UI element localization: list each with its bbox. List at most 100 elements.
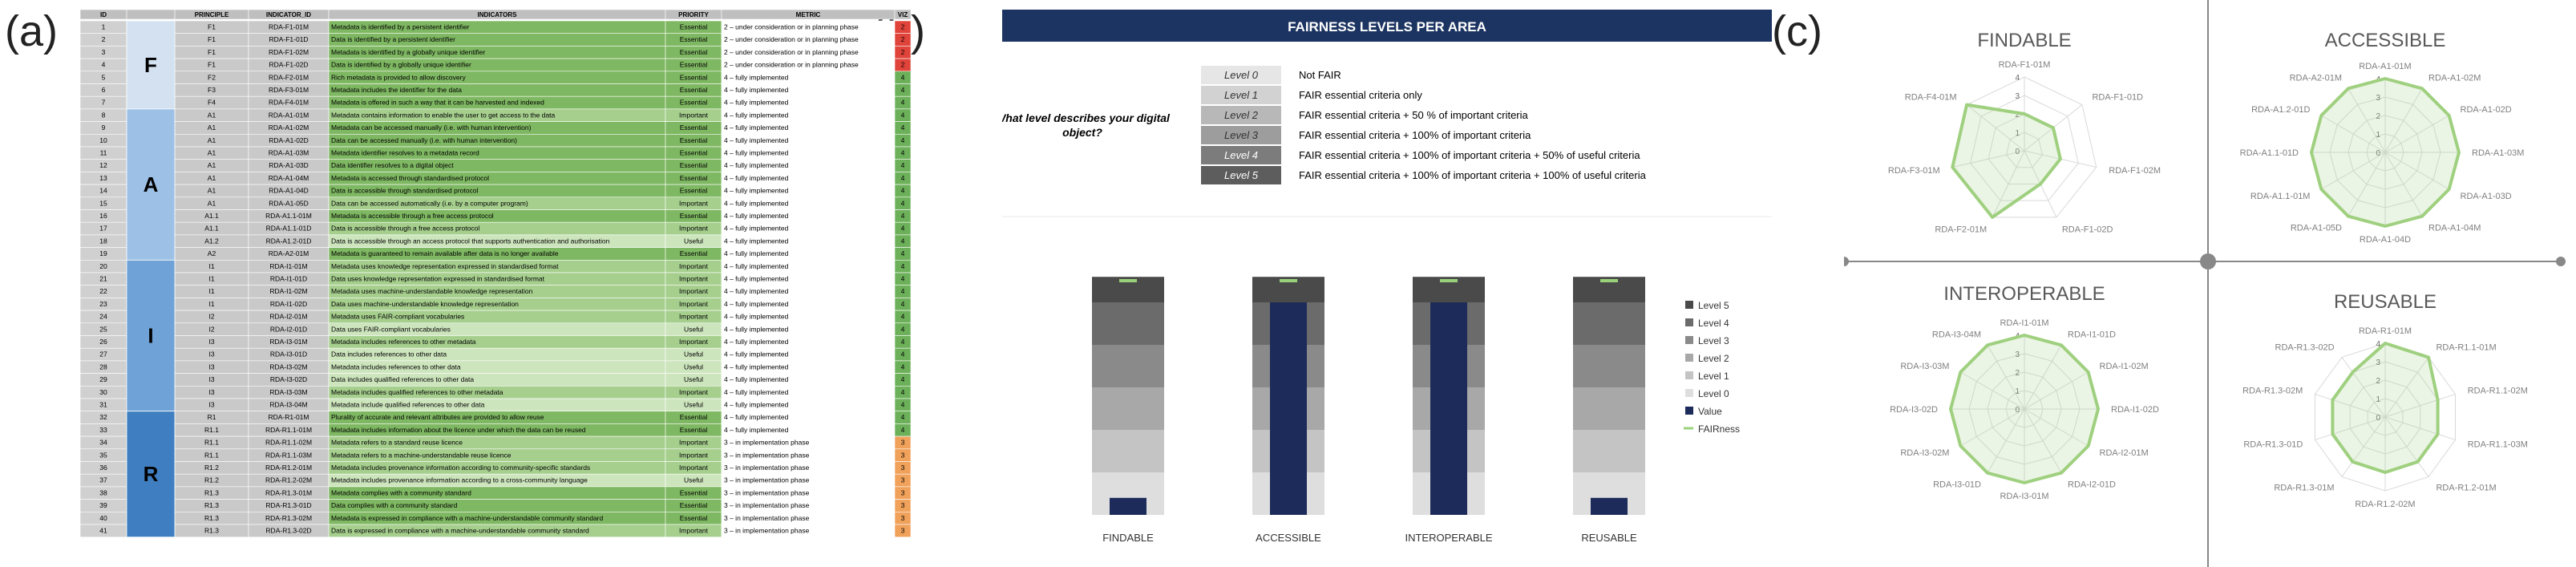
level-badge bbox=[1201, 86, 1281, 104]
table-id: 26 bbox=[99, 338, 107, 346]
level-name: Level 3 bbox=[1224, 129, 1259, 141]
radar-axis-label: RDA-F1-01D bbox=[2092, 93, 2143, 103]
table-cell-text: A1 bbox=[208, 136, 216, 144]
table-id: 23 bbox=[99, 300, 107, 308]
table-cell-text: RDA-I2-01M bbox=[269, 313, 307, 321]
table-viz-value: 4 bbox=[901, 199, 905, 207]
table-cell-text: Essential bbox=[680, 136, 708, 144]
table-cell-text: I3 bbox=[208, 362, 214, 371]
level-name: Level 0 bbox=[1224, 69, 1259, 81]
table-cell-text: 3 – in implementation phase bbox=[724, 488, 810, 496]
table-cell-text: Metadata is accessible through a free ac… bbox=[331, 212, 494, 220]
table-viz-value: 2 bbox=[901, 35, 905, 43]
table-cell-text: 4 – fully implemented bbox=[724, 325, 789, 333]
radar-grid-ring bbox=[2006, 132, 2043, 168]
radar-axis-label: RDA-R1-01M bbox=[2359, 326, 2412, 336]
level-badge bbox=[1201, 146, 1281, 164]
table-cell-text: 4 – fully implemented bbox=[724, 262, 789, 270]
legend-swatch bbox=[1685, 301, 1693, 309]
radar-spoke bbox=[1987, 408, 2025, 473]
table-cell-text: A1 bbox=[208, 187, 216, 195]
table-cell-text: R1.3 bbox=[204, 527, 219, 535]
table-cell-text: 4 – fully implemented bbox=[724, 161, 789, 169]
table-cell-text: 4 – fully implemented bbox=[724, 111, 789, 119]
table-cell-text: Important bbox=[679, 451, 709, 459]
table-cell-text: 4 – fully implemented bbox=[724, 187, 789, 195]
table-id: 17 bbox=[99, 225, 107, 233]
table-viz-value: 4 bbox=[901, 388, 905, 396]
level-band bbox=[1092, 302, 1164, 345]
table-cell-text: RDA-I3-04M bbox=[269, 401, 307, 409]
table-cell-text: F1 bbox=[208, 35, 216, 43]
table-viz-value: 4 bbox=[901, 362, 905, 371]
legend-label: Level 0 bbox=[1698, 388, 1729, 399]
table-cell-text: I1 bbox=[208, 275, 214, 283]
table-cell-text: RDA-R1.1-03M bbox=[265, 451, 312, 459]
table-cell-text: Data is identified by a persistent ident… bbox=[331, 35, 455, 43]
table-cell-text: Metadata can be accessed manually (i.e. … bbox=[331, 124, 532, 132]
table-viz-value: 3 bbox=[901, 464, 905, 472]
radar-tick-label: 0 bbox=[2015, 148, 2020, 156]
table-cell-text: Data is identified by a globally unique … bbox=[331, 61, 471, 69]
table-cell-text: RDA-I3-03M bbox=[269, 388, 307, 396]
table-group-letter: R bbox=[144, 462, 159, 486]
table-cell-text: RDA-A1-01M bbox=[269, 111, 309, 119]
table-cell-text: Important bbox=[679, 527, 709, 535]
radar-axis-label: RDA-F4-01M bbox=[1905, 93, 1957, 103]
table-cell-text: RDA-A1-03D bbox=[269, 161, 309, 169]
table-cell-text: RDA-R1-01M bbox=[268, 413, 309, 421]
table-cell-text: Metadata complies with a community stand… bbox=[331, 488, 471, 496]
table-cell-text: Important bbox=[679, 388, 709, 396]
table-cell-text: Metadata includes qualified references t… bbox=[331, 388, 503, 396]
table-cell-text: 4 – fully implemented bbox=[724, 199, 789, 207]
table-id: 31 bbox=[99, 401, 107, 409]
table-viz-value: 4 bbox=[901, 187, 905, 195]
table-cell-text: Metadata is accessed through standardise… bbox=[331, 174, 489, 182]
table-cell-text: Essential bbox=[680, 426, 708, 434]
table-viz-value: 4 bbox=[901, 86, 905, 94]
level-badge bbox=[1201, 66, 1281, 84]
table-cell-text: Metadata uses FAIR-compliant vocabularie… bbox=[331, 313, 464, 321]
radar-axis-label: RDA-I1-02M bbox=[2100, 362, 2149, 371]
table-viz-value: 4 bbox=[901, 350, 905, 358]
table-id: 20 bbox=[99, 262, 107, 270]
table-cell-text: 4 – fully implemented bbox=[724, 136, 789, 144]
radar-title: INTEROPERABLE bbox=[1943, 283, 2105, 305]
table-cell-text: Essential bbox=[680, 514, 708, 522]
table-id: 25 bbox=[99, 325, 107, 333]
table-cell-text: 3 – in implementation phase bbox=[724, 501, 810, 509]
table-cell-text: Useful bbox=[684, 476, 703, 484]
table-viz-value: 4 bbox=[901, 124, 905, 132]
radar-axis-label: RDA-F1-02D bbox=[2062, 225, 2113, 234]
table-cell-text: I2 bbox=[208, 325, 214, 333]
table-cell-text: R1.3 bbox=[204, 488, 219, 496]
table-cell-text: Useful bbox=[684, 401, 703, 409]
table-cell-text: I1 bbox=[208, 287, 214, 295]
table-id: 33 bbox=[99, 426, 107, 434]
table-cell-text: A1 bbox=[208, 124, 216, 132]
table-cell-text: Metadata is offered in such a way that i… bbox=[331, 99, 544, 107]
category-label: INTEROPERABLE bbox=[1405, 532, 1492, 544]
radar-axis-label: RDA-I3-02D bbox=[1890, 405, 1938, 415]
table-id: 39 bbox=[99, 501, 107, 509]
table-cell-text: Data includes qualified references to ot… bbox=[331, 375, 474, 383]
table-cell-text: Metadata includes provenance information… bbox=[331, 464, 590, 472]
table-id: 27 bbox=[99, 350, 107, 358]
radar-axis-label: RDA-A1-02D bbox=[2461, 105, 2512, 115]
table-cell-text: Metadata includes references to other me… bbox=[331, 338, 476, 346]
axis-end-dot bbox=[2556, 257, 2566, 266]
table-cell-text: 4 – fully implemented bbox=[724, 212, 789, 220]
table-cell-text: 4 – fully implemented bbox=[724, 338, 789, 346]
table-cell-text: Metadata uses machine-understandable kno… bbox=[331, 287, 533, 295]
radar-series-polygon bbox=[1951, 103, 2062, 219]
table-viz-value: 4 bbox=[901, 300, 905, 308]
radar-spoke bbox=[2024, 408, 2089, 447]
radar-axis-label: RDA-I1-01D bbox=[2068, 330, 2116, 339]
table-cell-text: RDA-R1.2-02M bbox=[265, 476, 312, 484]
table-id: 15 bbox=[99, 199, 107, 207]
table-cell-text: Data can be accessed manually (i.e. with… bbox=[331, 136, 517, 144]
table-viz-value: 2 bbox=[901, 61, 905, 69]
table-cell-text: Essential bbox=[680, 249, 708, 257]
radar-spoke bbox=[2348, 88, 2386, 153]
table-id: 19 bbox=[99, 249, 107, 257]
